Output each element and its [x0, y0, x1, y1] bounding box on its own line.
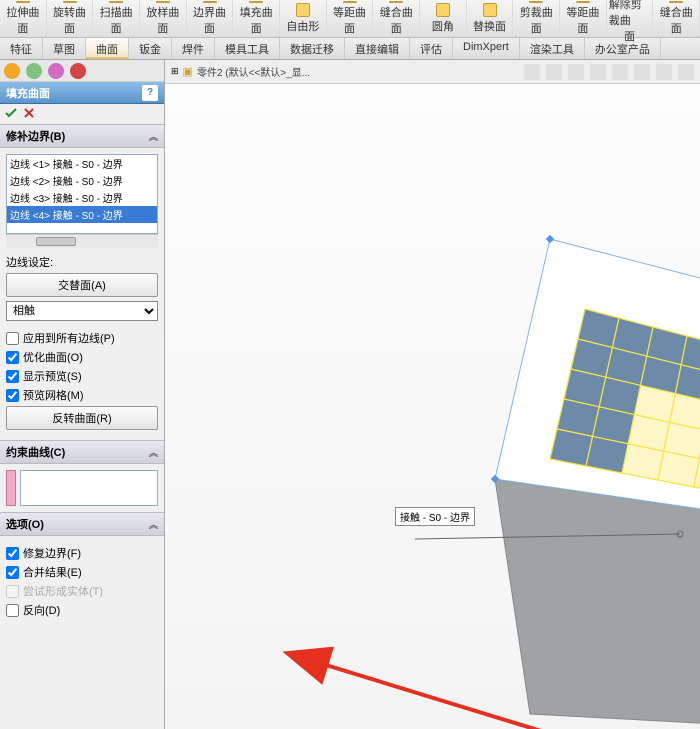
tab-icon-4[interactable] — [70, 63, 86, 79]
chk-preview[interactable]: 显示预览(S) — [6, 368, 158, 384]
viewport-toolbar: ⊞ ▣ 零件2 (默认<<默认>_显... — [165, 60, 700, 84]
ribbon-button[interactable]: 旋转曲面 — [47, 0, 94, 37]
ribbon-button[interactable]: 剪裁曲面 — [513, 0, 560, 37]
ribbon-button[interactable]: 拉伸曲面 — [0, 0, 47, 37]
edge-list[interactable]: 边线 <1> 接触 - S0 - 边界边线 <2> 接触 - S0 - 边界边线… — [6, 154, 158, 234]
main-area: 填充曲面 ? 修补边界(B) ︽ 边线 <1> 接触 - S0 - 边界边线 <… — [0, 60, 700, 729]
command-tab[interactable]: 渲染工具 — [520, 38, 585, 59]
chk-mesh[interactable]: 预览网格(M) — [6, 387, 158, 403]
chevron-up-icon: ︽ — [149, 518, 158, 531]
command-tab[interactable]: 曲面 — [86, 38, 129, 59]
command-tab[interactable]: DimXpert — [453, 38, 520, 59]
ribbon-button[interactable]: 替换面 — [467, 0, 514, 37]
prev-view-icon[interactable] — [568, 64, 584, 80]
chk-reverse-dir[interactable]: 反向(D) — [6, 602, 158, 618]
ribbon-button[interactable]: 填充曲面 — [233, 0, 280, 37]
command-tab[interactable]: 数据迁移 — [280, 38, 345, 59]
command-tab[interactable]: 特征 — [0, 38, 43, 59]
feature-tree-tabs[interactable] — [0, 60, 164, 82]
group-boundary-header[interactable]: 修补边界(B) ︽ — [0, 124, 164, 148]
ribbon-button[interactable]: 缝合曲面 — [373, 0, 420, 37]
command-tab[interactable]: 模具工具 — [215, 38, 280, 59]
chk-apply-all[interactable]: 应用到所有边线(P) — [6, 330, 158, 346]
zoom-area-icon[interactable] — [546, 64, 562, 80]
edge-row[interactable]: 边线 <1> 接触 - S0 - 边界 — [7, 155, 157, 172]
edge-settings-label: 边线设定: — [6, 254, 158, 270]
alternate-face-button[interactable]: 交替面(A) — [6, 273, 158, 297]
chk-optimize[interactable]: 优化曲面(O) — [6, 349, 158, 365]
graphics-canvas[interactable]: 接触 - S0 - 边界 — [165, 84, 700, 729]
command-tab[interactable]: 钣金 — [129, 38, 172, 59]
edge-row[interactable]: 边线 <4> 接触 - S0 - 边界 — [7, 206, 157, 223]
property-manager: 填充曲面 ? 修补边界(B) ︽ 边线 <1> 接触 - S0 - 边界边线 <… — [0, 60, 165, 729]
ribbon-button[interactable]: 扫描曲面 — [93, 0, 140, 37]
chevron-up-icon: ︽ — [149, 446, 158, 459]
breadcrumb[interactable]: 零件2 (默认<<默认>_显... — [197, 64, 310, 79]
group-constraint-label: 约束曲线(C) — [6, 444, 65, 460]
command-tab[interactable]: 评估 — [410, 38, 453, 59]
ribbon-button[interactable]: 缝合曲面 — [653, 0, 700, 37]
part-icon: ▣ — [183, 65, 193, 78]
reverse-surface-button[interactable]: 反转曲面(R) — [6, 406, 158, 430]
constraint-color-box — [6, 470, 158, 506]
scroll-thumb[interactable] — [36, 237, 76, 246]
group-constraint-header[interactable]: 约束曲线(C) ︽ — [0, 440, 164, 464]
help-icon[interactable]: ? — [142, 85, 158, 101]
constraint-input[interactable] — [20, 470, 158, 506]
command-tab[interactable]: 焊件 — [172, 38, 215, 59]
hide-show-icon[interactable] — [634, 64, 650, 80]
viewport: ⊞ ▣ 零件2 (默认<<默认>_显... 接触 - S0 - 边界 — [165, 60, 700, 729]
ribbon: 拉伸曲面旋转曲面扫描曲面放样曲面边界曲面填充曲面自由形等距曲面缝合曲面圆角替换面… — [0, 0, 700, 38]
group-options-header[interactable]: 选项(O) ︽ — [0, 512, 164, 536]
edge-row[interactable]: 边线 <3> 接触 - S0 - 边界 — [7, 189, 157, 206]
model-cube — [355, 184, 700, 729]
chevron-up-icon: ︽ — [149, 130, 158, 143]
command-tab-strip: 特征草图曲面钣金焊件模具工具数据迁移直接编辑评估DimXpert渲染工具办公室产… — [0, 38, 700, 60]
ribbon-button[interactable]: 等距曲面 — [560, 0, 607, 37]
ribbon-button[interactable]: 放样曲面 — [140, 0, 187, 37]
group-constraint-body — [0, 464, 164, 512]
ok-icon[interactable] — [4, 106, 18, 120]
command-tab[interactable]: 草图 — [43, 38, 86, 59]
command-tab[interactable]: 直接编辑 — [345, 38, 410, 59]
scene-icon[interactable] — [678, 64, 694, 80]
group-options-label: 选项(O) — [6, 516, 44, 532]
group-options-body: 修复边界(F) 合并结果(E) 尝试形成实体(T) 反向(D) — [0, 536, 164, 627]
group-boundary-body: 边线 <1> 接触 - S0 - 边界边线 <2> 接触 - S0 - 边界边线… — [0, 148, 164, 440]
ribbon-button[interactable]: 圆角 — [420, 0, 467, 37]
zoom-fit-icon[interactable] — [524, 64, 540, 80]
chk-try-solid[interactable]: 尝试形成实体(T) — [6, 583, 158, 599]
contact-select[interactable]: 相触 — [6, 301, 158, 321]
ribbon-button[interactable]: 自由形 — [280, 0, 327, 37]
ribbon-button[interactable]: 等距曲面 — [327, 0, 374, 37]
tab-icon-3[interactable] — [48, 63, 64, 79]
ribbon-button[interactable]: 边界曲面 — [187, 0, 234, 37]
section-icon[interactable] — [590, 64, 606, 80]
pm-title-bar: 填充曲面 ? — [0, 82, 164, 104]
cancel-icon[interactable] — [22, 106, 36, 120]
chk-fix-boundary[interactable]: 修复边界(F) — [6, 545, 158, 561]
chk-merge[interactable]: 合并结果(E) — [6, 564, 158, 580]
edge-row[interactable]: 边线 <2> 接触 - S0 - 边界 — [7, 172, 157, 189]
command-tab[interactable]: 办公室产品 — [585, 38, 661, 59]
color-swatch[interactable] — [6, 470, 16, 506]
appearance-icon[interactable] — [656, 64, 672, 80]
view-tools — [524, 64, 694, 80]
tab-icon-1[interactable] — [4, 63, 20, 79]
tree-expand-icon[interactable]: ⊞ — [171, 66, 179, 77]
ribbon-button[interactable]: 解除剪裁曲面 — [607, 0, 654, 37]
edge-callout[interactable]: 接触 - S0 - 边界 — [395, 507, 475, 526]
edge-list-scrollbar[interactable] — [6, 234, 158, 248]
pm-title: 填充曲面 — [6, 85, 50, 101]
display-style-icon[interactable] — [612, 64, 628, 80]
pm-ok-cancel — [0, 104, 164, 124]
group-boundary-label: 修补边界(B) — [6, 128, 65, 144]
tab-icon-2[interactable] — [26, 63, 42, 79]
